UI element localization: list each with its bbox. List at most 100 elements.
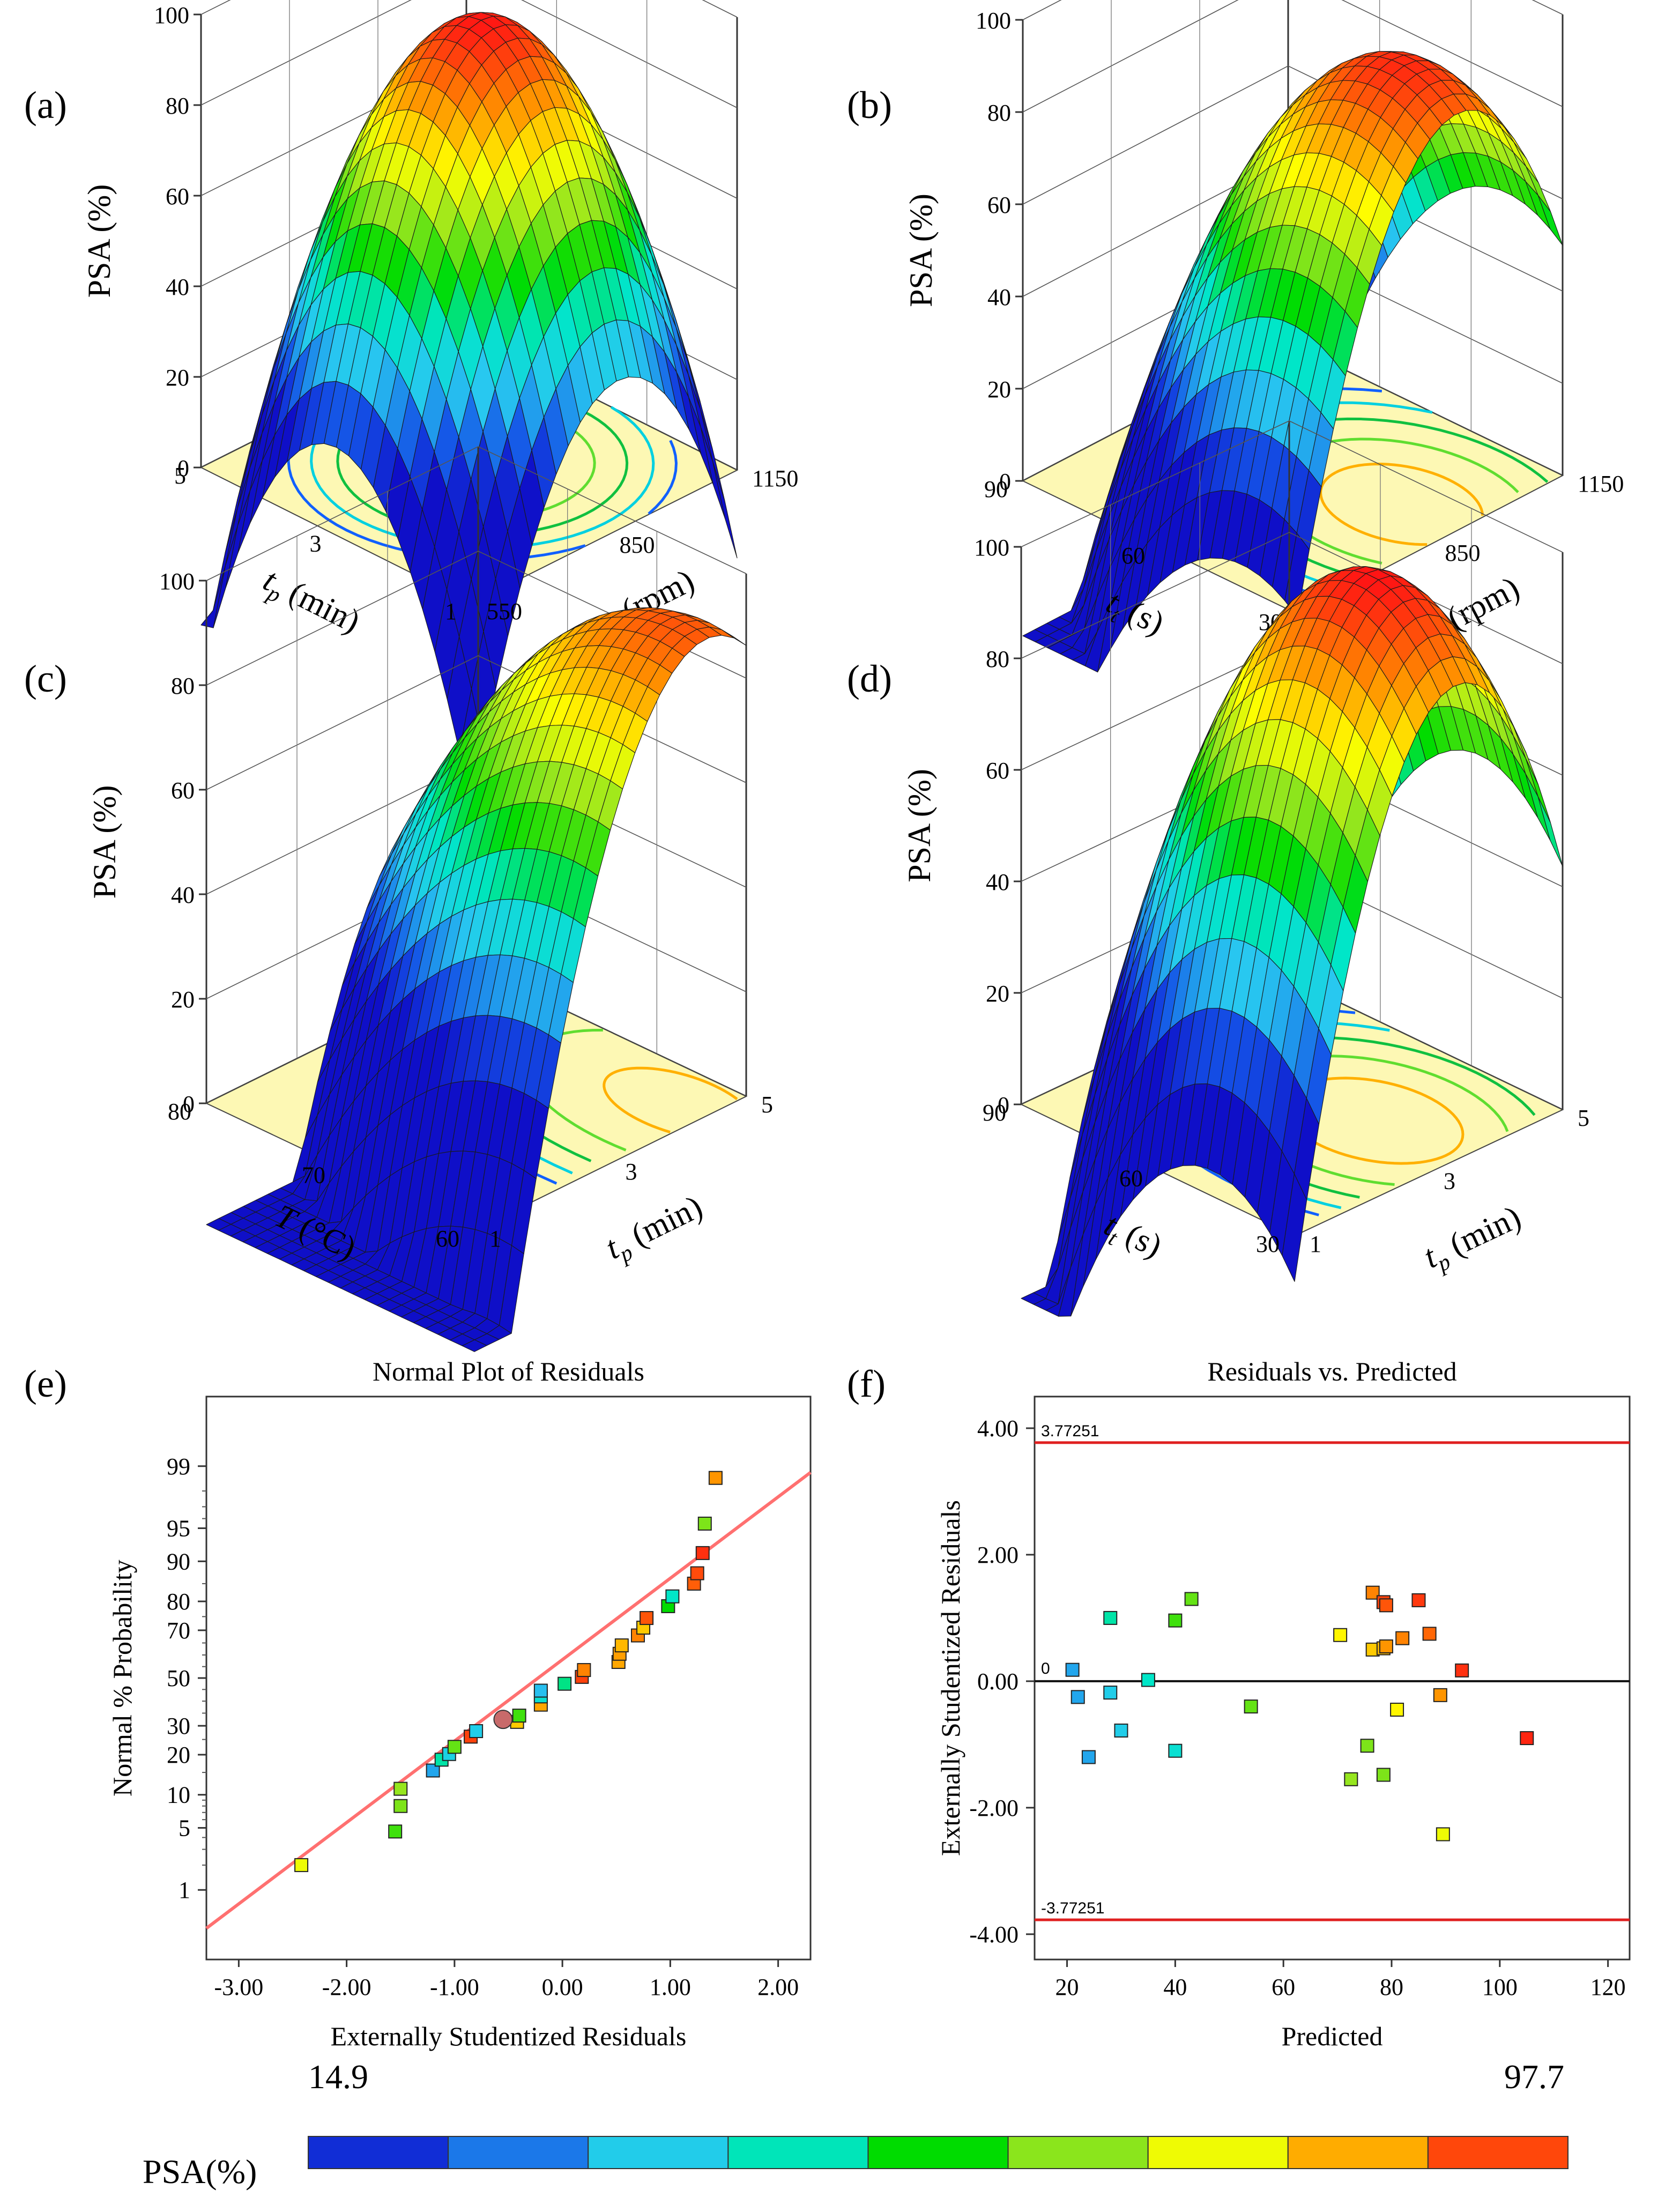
y-tick-label: 4.00 xyxy=(977,1415,1019,1442)
y-tick-label: 850 xyxy=(1445,540,1481,566)
y-tick-label: 550 xyxy=(487,598,522,625)
colorbar-max-label: 97.7 xyxy=(1504,2058,1564,2096)
data-point xyxy=(1114,1723,1128,1738)
colorbar-segment xyxy=(448,2136,589,2169)
x-tick-label: 5 xyxy=(174,463,186,489)
floor-contour xyxy=(1319,471,1428,546)
z-tick-label: 60 xyxy=(166,183,189,210)
colorbar-segment xyxy=(1287,2136,1429,2169)
data-point xyxy=(1071,1690,1085,1704)
y-tick-label: 10 xyxy=(167,1782,190,1808)
z-axis-label: PSA (%) xyxy=(81,184,117,298)
x-tick-label: -1.00 xyxy=(430,1974,479,2000)
data-point xyxy=(447,1740,462,1754)
colorbar-segment xyxy=(1147,2136,1289,2169)
z-axis-label: PSA (%) xyxy=(903,194,939,307)
x-tick-label: 70 xyxy=(302,1162,325,1189)
x-tick-label: 80 xyxy=(1380,1974,1403,2000)
z-tick-label: 80 xyxy=(987,100,1011,126)
data-point xyxy=(1333,1628,1348,1642)
y-tick-label: 2.00 xyxy=(977,1542,1019,1568)
panel-label: (b) xyxy=(847,84,892,127)
floor-contour xyxy=(1335,463,1484,516)
colorbar-segment xyxy=(588,2136,729,2169)
floor-contour xyxy=(613,1066,738,1101)
x-tick-label: 60 xyxy=(1121,543,1145,569)
data-point xyxy=(533,1683,548,1698)
z-tick-label: 80 xyxy=(986,646,1009,672)
zero-line-label: 0 xyxy=(1041,1660,1050,1678)
data-point xyxy=(1390,1702,1404,1717)
residuals-vs-predicted-panel: (f) Residuals vs. Predicted 20 40 60 80 100 120… xyxy=(847,1356,1631,2051)
data-point xyxy=(708,1471,723,1485)
data-point xyxy=(393,1782,408,1796)
y-tick-label: 1150 xyxy=(1578,471,1624,497)
y-tick-label: 5 xyxy=(761,1092,773,1118)
data-point xyxy=(1103,1610,1118,1625)
data-point xyxy=(695,1546,710,1560)
data-point xyxy=(294,1858,309,1872)
y-tick-label: -4.00 xyxy=(969,1921,1019,1948)
z-tick-label: 60 xyxy=(987,192,1011,218)
y-tick-label: 70 xyxy=(167,1617,190,1644)
x-tick-label: 1 xyxy=(445,598,457,625)
z-tick-label: 100 xyxy=(974,535,1009,561)
data-point xyxy=(1433,1688,1447,1702)
y-tick-label: 1 xyxy=(1310,1231,1321,1257)
y-axis-label: Externally Studentized Residuals xyxy=(935,1500,965,1856)
panel-label: (e) xyxy=(24,1362,67,1405)
z-tick-label: 0 xyxy=(999,469,1011,495)
data-point xyxy=(1520,1731,1534,1746)
x-tick-label: 1.00 xyxy=(650,1974,691,2000)
y-tick-label: 3 xyxy=(1444,1168,1455,1194)
colorbar-segment xyxy=(308,2136,449,2169)
data-point xyxy=(640,1611,654,1626)
data-point xyxy=(1411,1593,1426,1607)
x-tick-label: 0.00 xyxy=(542,1974,583,2000)
z-tick-label: 80 xyxy=(166,93,189,119)
data-point xyxy=(1395,1631,1410,1645)
data-point xyxy=(577,1663,591,1678)
y-tick-label: 5 xyxy=(179,1815,190,1841)
y-tick-label: 80 xyxy=(167,1589,190,1615)
x-tick-label: 60 xyxy=(1119,1166,1143,1192)
z-tick-label: 20 xyxy=(171,986,195,1013)
data-point xyxy=(1244,1699,1258,1714)
data-point xyxy=(1379,1598,1393,1613)
z-tick-label: 100 xyxy=(154,2,189,28)
x-tick-label: 3 xyxy=(310,531,322,557)
z-tick-label: 80 xyxy=(171,673,195,699)
data-point xyxy=(1103,1686,1118,1700)
y-tick-label: 30 xyxy=(167,1713,190,1739)
data-point xyxy=(388,1824,403,1839)
data-point xyxy=(512,1709,526,1723)
highlight-point xyxy=(493,1710,513,1730)
z-tick-label: 0 xyxy=(998,1092,1009,1118)
data-point xyxy=(1184,1592,1199,1606)
z-tick-label: 40 xyxy=(986,869,1009,895)
x-tick-label: 90 xyxy=(983,1100,1006,1126)
x-tick-label: -3.00 xyxy=(214,1974,264,2000)
data-point xyxy=(1436,1827,1450,1842)
y-tick-label: 95 xyxy=(167,1516,190,1542)
chart-title: Residuals vs. Predicted xyxy=(1207,1356,1456,1386)
upper-limit-label: 3.77251 xyxy=(1041,1422,1099,1440)
data-point xyxy=(469,1724,484,1739)
panel-label: (c) xyxy=(24,657,67,700)
data-point xyxy=(557,1676,572,1691)
z-axis-label: PSA (%) xyxy=(87,785,122,899)
panel-label: (a) xyxy=(24,84,67,127)
y-tick-label: 50 xyxy=(167,1665,190,1691)
x-tick-label: 60 xyxy=(436,1226,459,1252)
chart-title: Normal Plot of Residuals xyxy=(373,1356,644,1386)
data-point xyxy=(1168,1613,1183,1628)
x-tick-label: 100 xyxy=(1482,1974,1518,2000)
y-tick-label: 850 xyxy=(620,532,655,558)
x-tick-label: 30 xyxy=(1256,1231,1280,1257)
data-point xyxy=(1422,1627,1437,1641)
x-tick-label: 90 xyxy=(984,476,1008,502)
z-tick-label: 20 xyxy=(166,365,189,391)
